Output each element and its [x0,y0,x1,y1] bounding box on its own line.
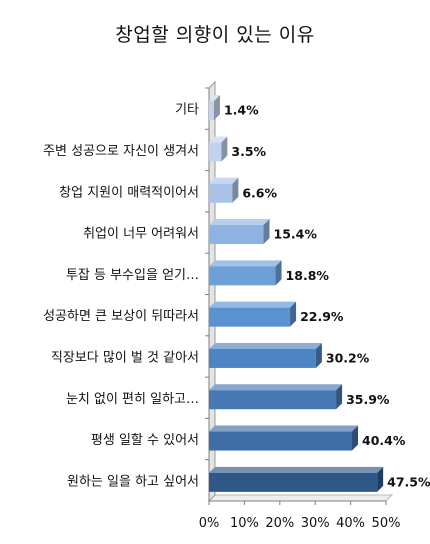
category-label: 원하는 일을 하고 싶어서 [67,474,199,489]
category-label: 평생 일할 수 있어서 [91,433,199,448]
bar-top-face [209,95,220,102]
category-label: 취업이 너무 어려워서 [83,227,199,242]
bar-top-face [209,177,239,184]
bar-top-face [209,136,228,143]
bar-front-face [209,266,276,286]
category-label: 주변 성공으로 자신이 생겨서 [43,144,199,159]
value-label: 40.4% [362,433,406,448]
bar-front-face [209,183,233,203]
chart-floor [207,494,394,502]
value-label: 22.9% [300,309,344,324]
bar-side-face [315,342,322,368]
category-label: 눈치 없이 편히 일하고… [66,392,199,407]
bar-side-face [336,384,343,410]
bar-top-face [209,342,322,349]
bar-side-face [352,425,359,451]
bar-side-face [232,177,239,203]
category-label: 직장보다 많이 벌 것 같아서 [51,350,199,365]
bar-top-face [209,219,270,226]
bar-top-face [209,260,282,267]
bar [209,425,359,451]
category-label: 투잡 등 부수입을 얻기… [66,268,199,283]
category-label: 성공하면 큰 보상이 뒤따라서 [43,309,199,324]
x-tick-label: 50% [372,516,401,531]
x-tick-label: 30% [301,516,330,531]
bar [209,219,270,245]
bar [209,342,322,368]
bar-top-face [209,466,384,473]
bar-front-face [209,472,378,492]
bar [209,384,343,410]
value-label: 3.5% [231,144,266,159]
value-label: 35.9% [346,392,390,407]
bar-side-face [275,260,282,286]
bar-front-face [209,307,291,327]
bar-top-face [209,425,359,432]
bar-top-face [209,301,297,308]
x-tick-label: 10% [230,516,259,531]
chart-title: 창업할 의향이 있는 이유 [115,24,315,46]
bar-side-face [263,219,270,245]
bar-side-face [290,301,297,327]
value-label: 18.8% [286,268,330,283]
bar-side-face [377,466,384,492]
bar [209,260,282,286]
bar-front-face [209,431,353,451]
x-tick-label: 40% [336,516,365,531]
value-label: 15.4% [274,227,318,242]
bar [209,301,297,327]
value-label: 47.5% [387,474,430,489]
bar-front-face [209,101,214,121]
value-label: 1.4% [224,103,259,118]
bar [209,466,384,492]
x-tick-label: 0% [199,516,220,531]
category-label: 기타 [175,103,199,118]
bar [209,95,220,121]
bar-side-face [213,95,220,121]
category-label: 창업 지원이 매력적이어서 [59,185,199,200]
value-label: 30.2% [326,350,370,365]
bar-front-face [209,142,222,162]
bar-front-face [209,390,337,410]
bar-front-face [209,225,264,245]
bar [209,177,239,203]
value-label: 6.6% [242,185,277,200]
x-tick-label: 20% [265,516,294,531]
bar-front-face [209,348,316,368]
bar-side-face [221,136,228,162]
bar [209,136,228,162]
bar-top-face [209,384,343,391]
